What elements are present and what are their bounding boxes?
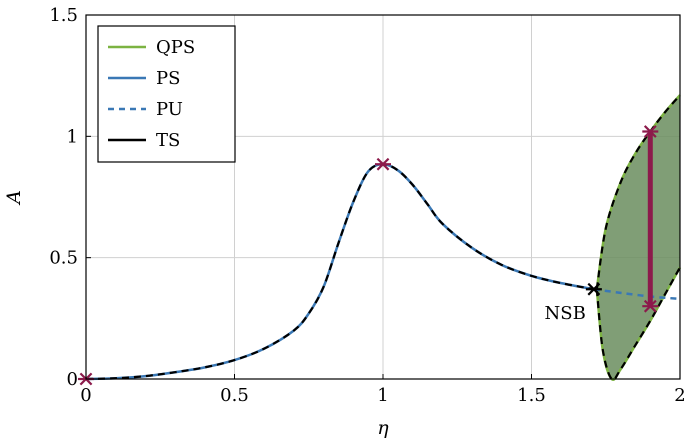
legend-label-ps: PS <box>156 68 180 89</box>
legend-label-qps: QPS <box>156 37 195 58</box>
x-tick-label: 1.5 <box>517 385 546 406</box>
x-ticks: 0 0.5 1 1.5 2 <box>80 374 685 406</box>
ts-upper-branch <box>595 94 681 290</box>
series-ts-line <box>85 163 595 381</box>
legend: QPS PS PU TS <box>97 25 236 163</box>
marker-stroke <box>643 125 657 138</box>
series-ps-line <box>85 162 595 381</box>
x-axis-label: η <box>377 417 389 439</box>
y-tick-label: 1.5 <box>49 5 78 26</box>
ts-lower-branch <box>595 266 681 381</box>
x-tick-label: 0.5 <box>220 385 249 406</box>
annotation-nsb: NSB <box>545 303 586 324</box>
marker-stroke <box>376 157 390 171</box>
y-ticks: 0 0.5 1 1.5 <box>49 5 91 390</box>
series-pu-line <box>593 287 681 301</box>
marker-stroke <box>587 282 601 296</box>
x-tick-label: 1 <box>377 385 388 406</box>
y-axis-label: A <box>3 190 25 206</box>
marker-asterisk <box>642 125 659 138</box>
y-tick-label: 1 <box>67 126 78 147</box>
series-group <box>85 162 681 381</box>
x-tick-label: 2 <box>674 385 685 406</box>
y-tick-label: 0 <box>67 369 78 390</box>
markers-group <box>78 125 659 386</box>
marker-asterisk <box>375 157 391 171</box>
annotations: NSB <box>545 303 586 324</box>
marker-stroke <box>643 299 657 313</box>
qps-region-fill <box>596 95 680 380</box>
marker-asterisk <box>585 282 602 296</box>
qps-region <box>595 94 682 381</box>
marker-asterisk <box>642 299 659 313</box>
legend-label-pu: PU <box>156 99 183 120</box>
y-tick-label: 0.5 <box>49 248 78 269</box>
x-tick-label: 0 <box>80 385 91 406</box>
legend-label-ts: TS <box>156 130 180 151</box>
